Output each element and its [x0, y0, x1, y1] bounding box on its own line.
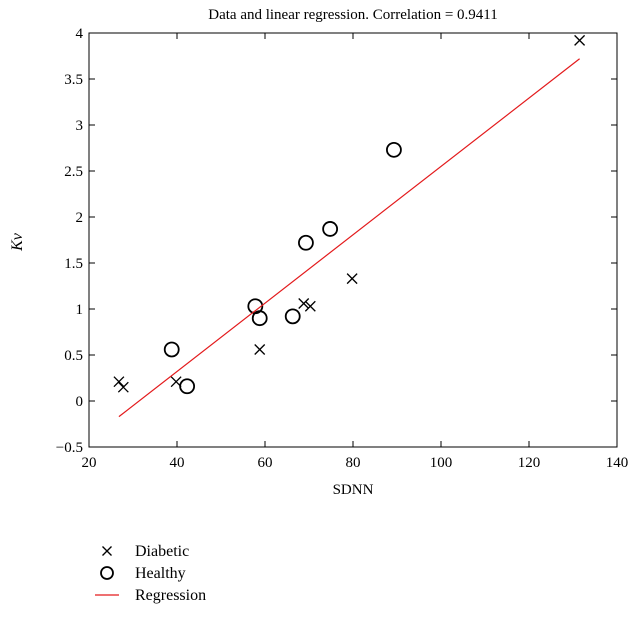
healthy-point [179, 378, 196, 395]
healthy-point [284, 308, 301, 325]
legend-item-diabetic: Diabetic [102, 543, 189, 560]
x-tick-label: 40 [170, 455, 185, 471]
y-tick-label: 3 [76, 118, 84, 134]
x-marker-stroke [304, 300, 316, 312]
healthy-point [251, 310, 268, 327]
legend-label: Diabetic [135, 543, 189, 560]
plot-area: 20 40 60 80 100 120 140 −0.5 0 0.5 1 1.5 2 2.5 3 3.5 4 [56, 26, 628, 471]
legend-label: Regression [135, 587, 206, 604]
y-tick-label: 0.5 [64, 348, 83, 364]
healthy-point [322, 221, 339, 237]
x-tick-label: 140 [606, 455, 629, 471]
y-tick-label: −0.5 [56, 440, 83, 456]
y-tick-label: 4 [76, 26, 84, 42]
x-marker-stroke [574, 34, 586, 46]
healthy-point [386, 141, 402, 158]
y-tick-label: 2 [76, 210, 84, 226]
diabetic-point [117, 381, 129, 393]
y-tick-label: 3.5 [64, 72, 83, 88]
x-marker-stroke [254, 344, 266, 355]
legend-item-regression: Regression [95, 587, 206, 604]
x-marker-stroke [170, 376, 182, 388]
legend-x-swatch [102, 546, 112, 556]
y-tick-label: 1 [76, 302, 84, 318]
diabetic-point [574, 34, 586, 46]
healthy-point [163, 341, 180, 358]
x-tick-label: 120 [518, 455, 541, 471]
y-tick-label: 1.5 [64, 256, 83, 272]
y-axis-title: Kν [9, 232, 26, 252]
diabetic-point [304, 300, 316, 312]
y-tick-label: 0 [76, 394, 84, 410]
diabetic-point [254, 344, 266, 355]
x-tick-label: 80 [346, 455, 361, 471]
legend: Diabetic Healthy Regression [95, 543, 206, 604]
x-marker-stroke [113, 376, 125, 388]
x-marker-stroke [298, 298, 310, 309]
legend-label: Healthy [135, 565, 186, 582]
x-tick-label: 20 [82, 455, 97, 471]
diabetic-point [113, 376, 125, 388]
x-tick-label: 60 [258, 455, 273, 471]
x-tick-label: 100 [430, 455, 453, 471]
diabetic-point [346, 273, 358, 285]
chart-title: Data and linear regression. Correlation … [208, 7, 497, 23]
x-marker-stroke [346, 273, 358, 285]
diabetic-point [298, 298, 310, 309]
x-marker-stroke [117, 381, 129, 393]
healthy-point [298, 234, 314, 251]
legend-item-healthy: Healthy [100, 565, 186, 582]
regression-line [118, 58, 580, 418]
x-axis-title: SDNN [333, 482, 374, 498]
legend-circle-swatch [100, 566, 114, 580]
y-tick-label: 2.5 [64, 164, 83, 180]
axes-frame [88, 32, 618, 448]
